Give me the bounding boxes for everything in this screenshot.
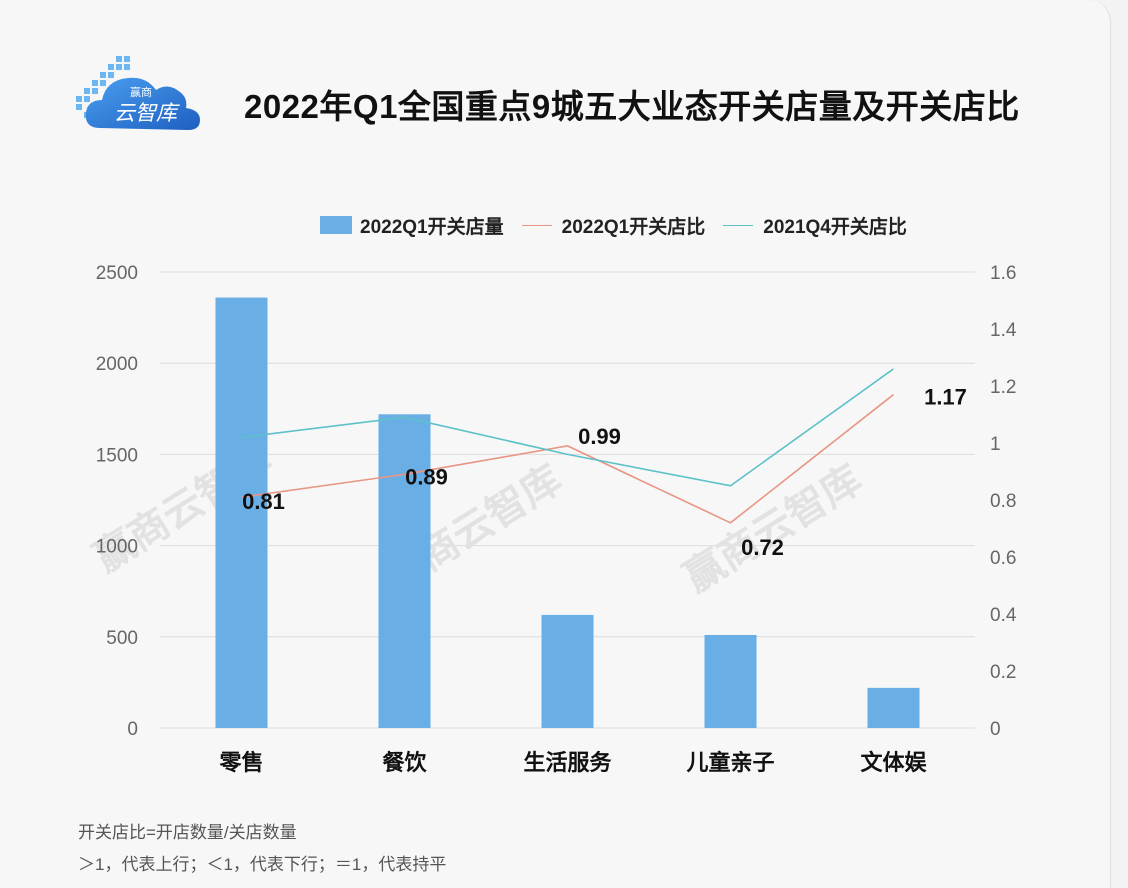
y-right-tick-label: 1.2 bbox=[990, 377, 1016, 398]
x-category-label: 餐饮 bbox=[382, 751, 427, 776]
y-left-tick-label: 1500 bbox=[96, 445, 138, 466]
header: 赢商 云智库 2022年Q1全国重点9城五大业态开关店量及开关店比 bbox=[72, 48, 1112, 148]
data-label: 0.99 bbox=[578, 424, 621, 449]
bar bbox=[215, 297, 268, 728]
y-right-tick-label: 1.6 bbox=[990, 263, 1016, 284]
y-right-tick-label: 0.8 bbox=[990, 491, 1016, 512]
line-2021q4-ratio bbox=[241, 368, 894, 487]
footnote-legend: ＞1，代表上行；＜1，代表下行；＝1，代表持平 bbox=[78, 855, 447, 874]
data-label: 0.89 bbox=[405, 464, 448, 489]
bar bbox=[541, 614, 594, 728]
legend-label: 2022Q1开关店比 bbox=[561, 216, 706, 238]
y-left-tick-label: 1000 bbox=[96, 537, 138, 558]
legend-item-line-q1: 2022Q1开关店比 bbox=[521, 212, 706, 239]
y-right-tick-label: 0.6 bbox=[990, 548, 1016, 569]
bar bbox=[704, 634, 757, 728]
y-right-tick-label: 0 bbox=[990, 719, 1001, 740]
chart-title: 2022年Q1全国重点9城五大业态开关店量及开关店比 bbox=[244, 88, 1020, 125]
legend-line-swatch bbox=[521, 224, 552, 226]
footnote-formula: 开关店比=开店数量/关店数量 bbox=[78, 823, 297, 842]
cloud-logo-icon: 赢商 云智库 bbox=[76, 56, 200, 130]
x-category-label: 生活服务 bbox=[523, 751, 612, 776]
y-right-tick-label: 1 bbox=[990, 434, 1001, 455]
legend-line-swatch bbox=[723, 224, 754, 226]
y-left-tick-label: 2500 bbox=[96, 263, 138, 284]
x-category-label: 文体娱 bbox=[860, 750, 927, 776]
bar bbox=[378, 414, 431, 728]
y-left-tick-label: 0 bbox=[127, 719, 138, 740]
data-label: 0.81 bbox=[242, 489, 285, 514]
legend-label: 2021Q4开关店比 bbox=[763, 216, 907, 238]
logo-small-text: 赢商 bbox=[130, 85, 152, 99]
x-category-label: 儿童亲子 bbox=[685, 750, 774, 776]
logo-main-text: 云智库 bbox=[114, 101, 180, 125]
x-category-label: 零售 bbox=[218, 750, 263, 776]
data-label: 1.17 bbox=[924, 385, 967, 410]
legend-label: 2022Q1开关店量 bbox=[360, 216, 504, 238]
y-right-tick-label: 1.4 bbox=[990, 320, 1017, 341]
y-right-tick-label: 0.2 bbox=[990, 662, 1016, 683]
legend: 2022Q1开关店量 2022Q1开关店比 2021Q4开关店比 bbox=[320, 212, 925, 238]
data-label: 0.72 bbox=[741, 535, 784, 560]
bar bbox=[867, 687, 920, 728]
y-left-tick-label: 500 bbox=[106, 628, 138, 649]
y-right-tick-label: 0.4 bbox=[990, 605, 1017, 626]
watermark-text: 赢商云智库 bbox=[676, 456, 870, 601]
legend-item-bar: 2022Q1开关店量 bbox=[320, 212, 504, 239]
y-left-tick-label: 2000 bbox=[96, 354, 138, 375]
legend-bar-swatch bbox=[320, 216, 352, 234]
legend-item-line-q4: 2021Q4开关店比 bbox=[723, 212, 907, 239]
